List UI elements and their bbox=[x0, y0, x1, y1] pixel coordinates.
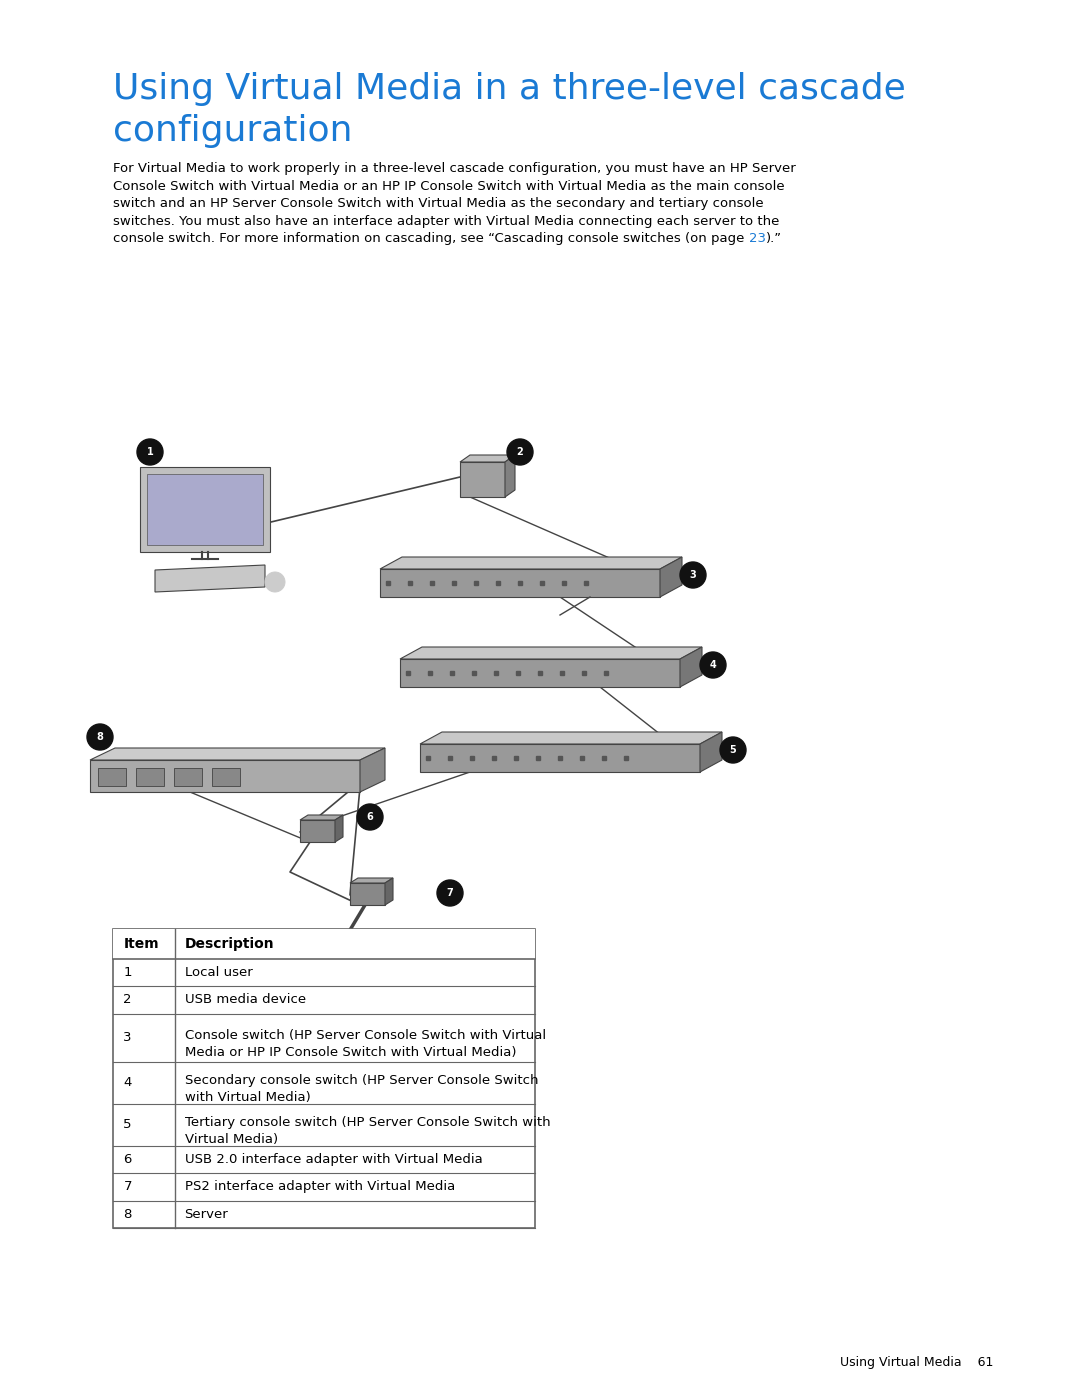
Text: Media or HP IP Console Switch with Virtual Media): Media or HP IP Console Switch with Virtu… bbox=[185, 1046, 516, 1059]
Text: 6: 6 bbox=[366, 812, 374, 821]
Circle shape bbox=[87, 724, 113, 750]
Polygon shape bbox=[140, 467, 270, 552]
Text: Local user: Local user bbox=[185, 965, 253, 979]
Polygon shape bbox=[460, 455, 515, 462]
Polygon shape bbox=[660, 557, 681, 597]
Text: 5: 5 bbox=[730, 745, 737, 754]
Text: Item: Item bbox=[123, 937, 159, 951]
Polygon shape bbox=[90, 747, 384, 760]
Circle shape bbox=[437, 880, 463, 907]
Text: 1: 1 bbox=[147, 447, 153, 457]
Circle shape bbox=[700, 652, 726, 678]
Circle shape bbox=[137, 439, 163, 465]
Text: 7: 7 bbox=[447, 888, 454, 898]
Polygon shape bbox=[300, 820, 335, 842]
Text: configuration: configuration bbox=[113, 115, 353, 148]
Text: with Virtual Media): with Virtual Media) bbox=[185, 1091, 310, 1104]
Polygon shape bbox=[156, 564, 265, 592]
Bar bbox=[98, 768, 126, 787]
Text: Description: Description bbox=[185, 937, 274, 951]
Text: Tertiary console switch (HP Server Console Switch with: Tertiary console switch (HP Server Conso… bbox=[185, 1116, 550, 1129]
Circle shape bbox=[265, 571, 285, 592]
Text: switch and an HP Server Console Switch with Virtual Media as the secondary and t: switch and an HP Server Console Switch w… bbox=[113, 197, 764, 210]
Bar bbox=[174, 768, 202, 787]
Text: 4: 4 bbox=[123, 1076, 132, 1090]
Polygon shape bbox=[505, 455, 515, 497]
Text: USB 2.0 interface adapter with Virtual Media: USB 2.0 interface adapter with Virtual M… bbox=[185, 1153, 483, 1165]
Polygon shape bbox=[460, 462, 505, 497]
Bar bbox=[136, 768, 164, 787]
Text: switches. You must also have an interface adapter with Virtual Media connecting : switches. You must also have an interfac… bbox=[113, 215, 780, 228]
Polygon shape bbox=[700, 732, 723, 773]
Text: Virtual Media): Virtual Media) bbox=[185, 1133, 278, 1147]
Circle shape bbox=[347, 1013, 361, 1027]
Bar bbox=[212, 768, 240, 787]
Polygon shape bbox=[147, 474, 264, 545]
Text: 3: 3 bbox=[690, 570, 697, 580]
Polygon shape bbox=[350, 877, 393, 883]
Polygon shape bbox=[400, 647, 702, 659]
Text: 23: 23 bbox=[750, 232, 766, 244]
Polygon shape bbox=[400, 659, 680, 687]
Polygon shape bbox=[90, 760, 360, 792]
Polygon shape bbox=[420, 732, 723, 745]
Polygon shape bbox=[420, 745, 700, 773]
Circle shape bbox=[507, 439, 534, 465]
Text: For Virtual Media to work properly in a three-level cascade configuration, you m: For Virtual Media to work properly in a … bbox=[113, 162, 796, 175]
Text: Console Switch with Virtual Media or an HP IP Console Switch with Virtual Media : Console Switch with Virtual Media or an … bbox=[113, 179, 785, 193]
Polygon shape bbox=[384, 877, 393, 905]
Circle shape bbox=[357, 805, 383, 830]
Polygon shape bbox=[350, 883, 384, 905]
Text: 4: 4 bbox=[710, 659, 716, 671]
Polygon shape bbox=[335, 814, 343, 842]
Text: 3: 3 bbox=[123, 1031, 132, 1044]
Text: 8: 8 bbox=[96, 732, 104, 742]
Circle shape bbox=[315, 1013, 329, 1027]
Text: Server: Server bbox=[185, 1208, 228, 1221]
Text: Secondary console switch (HP Server Console Switch: Secondary console switch (HP Server Cons… bbox=[185, 1074, 538, 1087]
Text: 8: 8 bbox=[123, 1208, 132, 1221]
Bar bbox=[113, 929, 535, 1228]
Text: 5: 5 bbox=[123, 1118, 132, 1132]
Text: Console switch (HP Server Console Switch with Virtual: Console switch (HP Server Console Switch… bbox=[185, 1028, 545, 1042]
Circle shape bbox=[283, 1013, 297, 1027]
Polygon shape bbox=[300, 814, 343, 820]
Text: Using Virtual Media    61: Using Virtual Media 61 bbox=[840, 1356, 994, 1369]
Text: Using Virtual Media in a three-level cascade: Using Virtual Media in a three-level cas… bbox=[113, 73, 906, 106]
Polygon shape bbox=[380, 557, 681, 569]
Text: USB media device: USB media device bbox=[185, 993, 306, 1006]
Text: 2: 2 bbox=[123, 993, 132, 1006]
Text: 1: 1 bbox=[123, 965, 132, 979]
Text: 6: 6 bbox=[123, 1153, 132, 1165]
Text: PS2 interface adapter with Virtual Media: PS2 interface adapter with Virtual Media bbox=[185, 1180, 455, 1193]
Polygon shape bbox=[360, 747, 384, 792]
Bar bbox=[113, 929, 535, 958]
Circle shape bbox=[720, 738, 746, 763]
Text: 2: 2 bbox=[516, 447, 524, 457]
Polygon shape bbox=[380, 569, 660, 597]
Circle shape bbox=[680, 562, 706, 588]
Bar bbox=[0, 264, 1080, 915]
Text: console switch. For more information on cascading, see “Cascading console switch: console switch. For more information on … bbox=[113, 232, 750, 244]
Text: ).”: ).” bbox=[766, 232, 782, 244]
Polygon shape bbox=[680, 647, 702, 687]
Text: 7: 7 bbox=[123, 1180, 132, 1193]
